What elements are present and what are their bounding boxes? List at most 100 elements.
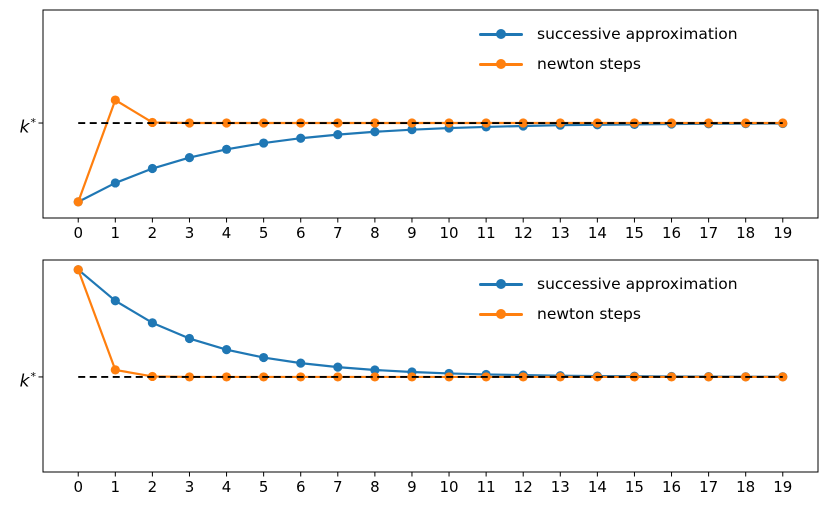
series-line-newton-steps [77, 98, 783, 203]
x-tick-label: 15 [625, 224, 644, 242]
legend-sample-line-dot [479, 28, 523, 40]
x-tick-label: 19 [773, 224, 792, 242]
legend-sample-line-dot [479, 278, 523, 290]
x-tick-label: 16 [662, 224, 681, 242]
data-point-successive-approximation [333, 362, 343, 372]
x-tick-label: 11 [477, 224, 496, 242]
y-tick-label-kstar-top: k* [4, 112, 36, 139]
data-point-successive-approximation [370, 127, 380, 137]
legend-sample-line-dot [479, 308, 523, 320]
x-tick-label: 3 [185, 478, 195, 496]
data-point-newton-steps [221, 118, 232, 128]
x-tick-label: 17 [699, 224, 718, 242]
x-tick-label: 7 [333, 224, 343, 242]
kstar-sup: * [30, 116, 37, 129]
legend-item-newton-steps: newton steps [479, 299, 738, 329]
x-tick-label: 12 [514, 478, 533, 496]
series-line-successive-approximation [77, 122, 783, 203]
data-point-newton-steps [518, 372, 528, 382]
data-point-newton-steps [221, 372, 232, 382]
data-point-successive-approximation [147, 318, 157, 328]
x-tick-label: 6 [296, 224, 306, 242]
legend-label: successive approximation [537, 25, 738, 43]
data-point-newton-steps [73, 197, 83, 207]
data-point-successive-approximation [110, 178, 120, 188]
x-tick-label: 5 [259, 224, 269, 242]
legend-label: newton steps [537, 55, 641, 73]
x-tick-label: 15 [625, 478, 644, 496]
data-point-successive-approximation [259, 138, 269, 148]
x-tick-label: 5 [259, 478, 269, 496]
data-point-successive-approximation [296, 133, 306, 143]
kstar-base: k [19, 117, 30, 138]
data-point-newton-steps [184, 372, 195, 382]
legend-dot-marker [496, 279, 506, 289]
data-point-successive-approximation [147, 163, 157, 174]
legend-top-chart: successive approximation newton steps [479, 19, 738, 79]
x-tick-label: 13 [551, 224, 570, 242]
y-tick-label-kstar-bottom: k* [4, 366, 36, 393]
data-point-successive-approximation [259, 352, 269, 363]
data-point-successive-approximation [221, 345, 232, 355]
data-point-successive-approximation [296, 358, 306, 368]
legend-dot-marker [496, 309, 506, 319]
x-tick-label: 1 [111, 478, 121, 496]
data-point-newton-steps [518, 118, 528, 128]
data-point-successive-approximation [370, 365, 380, 375]
legend-label: successive approximation [537, 275, 738, 293]
kstar-base: k [19, 371, 30, 392]
x-tick-label: 9 [407, 224, 417, 242]
x-tick-label: 18 [736, 478, 755, 496]
data-point-newton-steps [184, 118, 195, 128]
x-tick-label: 11 [477, 478, 496, 496]
data-point-newton-steps [73, 265, 83, 275]
legend-item-successive-approximation: successive approximation [479, 269, 738, 299]
data-point-newton-steps [110, 365, 120, 375]
axes-spines [42, 9, 819, 219]
legend-dot-marker [496, 59, 506, 69]
x-tick-label: 2 [148, 478, 158, 496]
data-point-newton-steps [704, 118, 714, 128]
legend-sample-line-dot [479, 58, 523, 70]
legend-dot-marker [496, 29, 506, 39]
x-tick-label: 19 [773, 478, 792, 496]
data-point-successive-approximation [184, 152, 195, 163]
x-tick-label: 10 [439, 478, 458, 496]
x-tick-label: 3 [185, 224, 195, 242]
x-tick-label: 14 [588, 478, 607, 496]
data-point-successive-approximation [407, 125, 417, 135]
data-point-newton-steps [110, 95, 120, 105]
x-tick-label: 8 [370, 224, 380, 242]
legend-item-newton-steps: newton steps [479, 49, 738, 79]
data-point-successive-approximation [221, 144, 232, 154]
x-tick-label: 4 [222, 224, 232, 242]
x-tick-label: 17 [699, 478, 718, 496]
x-tick-label: 9 [407, 478, 417, 496]
x-tick-label: 14 [588, 224, 607, 242]
x-tick-label: 8 [370, 478, 380, 496]
x-tick-label: 18 [736, 224, 755, 242]
data-point-successive-approximation [110, 296, 120, 306]
x-tick-label: 0 [73, 224, 83, 242]
x-tick-label: 16 [662, 478, 681, 496]
legend-item-successive-approximation: successive approximation [479, 19, 738, 49]
x-tick-label: 0 [73, 478, 83, 496]
x-tick-label: 2 [148, 224, 158, 242]
legend-bottom-chart: successive approximation newton steps [479, 269, 738, 329]
x-tick-label: 13 [551, 478, 570, 496]
data-point-newton-steps [704, 372, 714, 382]
data-point-successive-approximation [184, 333, 195, 344]
x-tick-label: 7 [333, 478, 343, 496]
data-point-newton-steps [555, 118, 565, 128]
data-point-newton-steps [370, 372, 380, 382]
x-tick-label: 4 [222, 478, 232, 496]
data-point-newton-steps [555, 372, 565, 382]
data-point-newton-steps [370, 118, 380, 128]
x-tick-label: 10 [439, 224, 458, 242]
kstar-sup: * [30, 370, 37, 383]
data-point-successive-approximation [333, 130, 343, 140]
axes-spines [42, 259, 819, 473]
x-tick-label: 6 [296, 478, 306, 496]
